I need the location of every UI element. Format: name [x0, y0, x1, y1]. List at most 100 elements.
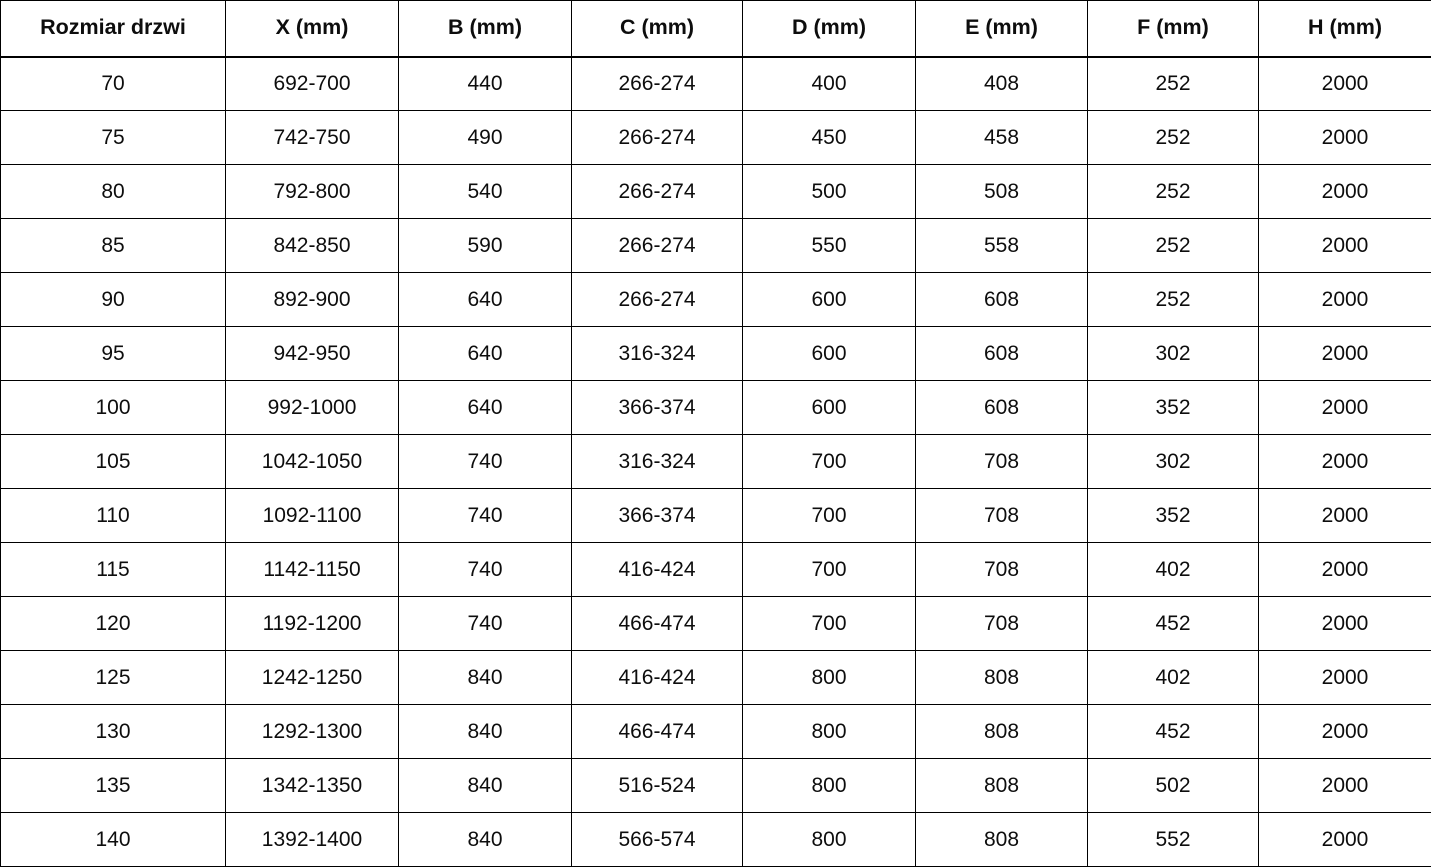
- cell-d: 550: [743, 219, 916, 273]
- cell-h: 2000: [1259, 759, 1431, 813]
- cell-x: 1342-1350: [226, 759, 399, 813]
- cell-e: 508: [916, 165, 1088, 219]
- cell-c: 266-274: [572, 219, 743, 273]
- cell-size: 95: [1, 327, 226, 381]
- cell-c: 266-274: [572, 273, 743, 327]
- cell-size: 75: [1, 111, 226, 165]
- cell-f: 402: [1088, 651, 1259, 705]
- cell-d: 700: [743, 597, 916, 651]
- cell-f: 252: [1088, 111, 1259, 165]
- column-header-d: D (mm): [743, 1, 916, 57]
- cell-h: 2000: [1259, 543, 1431, 597]
- cell-f: 452: [1088, 597, 1259, 651]
- cell-f: 452: [1088, 705, 1259, 759]
- cell-e: 408: [916, 57, 1088, 111]
- cell-b: 840: [399, 813, 572, 867]
- cell-d: 800: [743, 759, 916, 813]
- cell-size: 85: [1, 219, 226, 273]
- column-header-size: Rozmiar drzwi: [1, 1, 226, 57]
- cell-h: 2000: [1259, 165, 1431, 219]
- cell-b: 840: [399, 759, 572, 813]
- cell-x: 1192-1200: [226, 597, 399, 651]
- cell-size: 110: [1, 489, 226, 543]
- cell-d: 700: [743, 435, 916, 489]
- cell-x: 942-950: [226, 327, 399, 381]
- cell-f: 352: [1088, 489, 1259, 543]
- cell-b: 440: [399, 57, 572, 111]
- cell-x: 692-700: [226, 57, 399, 111]
- cell-c: 516-524: [572, 759, 743, 813]
- cell-c: 266-274: [572, 111, 743, 165]
- cell-h: 2000: [1259, 435, 1431, 489]
- cell-b: 640: [399, 327, 572, 381]
- cell-x: 742-750: [226, 111, 399, 165]
- cell-e: 608: [916, 273, 1088, 327]
- cell-b: 740: [399, 435, 572, 489]
- cell-c: 266-274: [572, 57, 743, 111]
- cell-d: 600: [743, 381, 916, 435]
- cell-h: 2000: [1259, 111, 1431, 165]
- column-header-h: H (mm): [1259, 1, 1431, 57]
- cell-d: 700: [743, 489, 916, 543]
- cell-size: 125: [1, 651, 226, 705]
- cell-h: 2000: [1259, 381, 1431, 435]
- cell-d: 800: [743, 813, 916, 867]
- cell-h: 2000: [1259, 597, 1431, 651]
- cell-x: 1242-1250: [226, 651, 399, 705]
- cell-x: 1042-1050: [226, 435, 399, 489]
- cell-e: 708: [916, 435, 1088, 489]
- cell-d: 600: [743, 327, 916, 381]
- cell-x: 842-850: [226, 219, 399, 273]
- column-header-f: F (mm): [1088, 1, 1259, 57]
- cell-x: 1142-1150: [226, 543, 399, 597]
- cell-f: 502: [1088, 759, 1259, 813]
- cell-size: 140: [1, 813, 226, 867]
- cell-size: 90: [1, 273, 226, 327]
- cell-size: 80: [1, 165, 226, 219]
- cell-e: 808: [916, 759, 1088, 813]
- cell-h: 2000: [1259, 219, 1431, 273]
- cell-d: 800: [743, 651, 916, 705]
- cell-b: 540: [399, 165, 572, 219]
- cell-size: 100: [1, 381, 226, 435]
- cell-b: 840: [399, 705, 572, 759]
- cell-b: 640: [399, 381, 572, 435]
- cell-x: 1392-1400: [226, 813, 399, 867]
- cell-e: 608: [916, 327, 1088, 381]
- cell-f: 552: [1088, 813, 1259, 867]
- cell-size: 70: [1, 57, 226, 111]
- cell-e: 608: [916, 381, 1088, 435]
- cell-size: 105: [1, 435, 226, 489]
- cell-b: 590: [399, 219, 572, 273]
- cell-d: 400: [743, 57, 916, 111]
- cell-b: 840: [399, 651, 572, 705]
- cell-c: 366-374: [572, 489, 743, 543]
- cell-x: 892-900: [226, 273, 399, 327]
- cell-f: 402: [1088, 543, 1259, 597]
- cell-x: 792-800: [226, 165, 399, 219]
- cell-e: 708: [916, 597, 1088, 651]
- cell-d: 800: [743, 705, 916, 759]
- cell-d: 450: [743, 111, 916, 165]
- cell-c: 566-574: [572, 813, 743, 867]
- column-header-c: C (mm): [572, 1, 743, 57]
- cell-h: 2000: [1259, 57, 1431, 111]
- cell-e: 808: [916, 813, 1088, 867]
- cell-c: 316-324: [572, 327, 743, 381]
- cell-f: 252: [1088, 273, 1259, 327]
- cell-size: 130: [1, 705, 226, 759]
- column-header-b: B (mm): [399, 1, 572, 57]
- cell-size: 115: [1, 543, 226, 597]
- cell-h: 2000: [1259, 813, 1431, 867]
